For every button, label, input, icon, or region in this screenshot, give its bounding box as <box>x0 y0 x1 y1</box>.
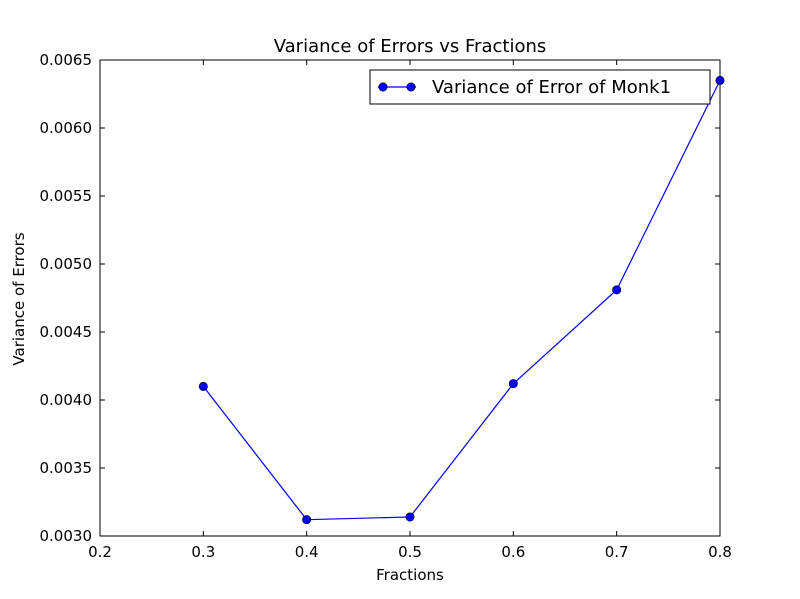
x-tick-label: 0.8 <box>708 543 732 561</box>
x-tick-label: 0.2 <box>88 543 112 561</box>
legend: Variance of Error of Monk1 <box>369 69 711 105</box>
plot-area: 0.2 0.3 0.4 0.5 0.6 0.7 0.8 0.0030 0.0035 0.0040 0… <box>40 51 732 561</box>
y-tick-label: 0.0060 <box>40 119 93 137</box>
legend-label: Variance of Error of Monk1 <box>432 77 671 98</box>
x-tick-label: 0.3 <box>191 543 215 561</box>
y-tick-label: 0.0030 <box>40 527 93 545</box>
x-axis-title: Fractions <box>376 566 444 584</box>
data-point <box>198 381 208 391</box>
legend-marker-right <box>406 82 416 92</box>
chart-title: Variance of Errors vs Fractions <box>274 36 547 57</box>
y-tick-label: 0.0065 <box>40 51 93 69</box>
y-tick-label: 0.0040 <box>40 391 93 409</box>
data-point <box>302 515 312 525</box>
y-axis-title: Variance of Errors <box>10 232 28 365</box>
y-tick-label: 0.0055 <box>40 187 93 205</box>
y-tick-label: 0.0035 <box>40 459 93 477</box>
data-point <box>405 512 415 522</box>
x-tick-label: 0.7 <box>605 543 629 561</box>
data-point <box>508 379 518 389</box>
plot-frame <box>99 59 721 537</box>
y-tick-label: 0.0050 <box>40 255 93 273</box>
legend-box <box>369 69 711 105</box>
series-line <box>202 80 721 521</box>
x-tick-label: 0.5 <box>398 543 422 561</box>
data-point <box>612 285 622 295</box>
x-tick-label: 0.4 <box>295 543 319 561</box>
x-tick-label: 0.6 <box>501 543 525 561</box>
data-point <box>715 75 725 85</box>
legend-marker-left <box>378 82 388 92</box>
y-tick-label: 0.0045 <box>40 323 93 341</box>
